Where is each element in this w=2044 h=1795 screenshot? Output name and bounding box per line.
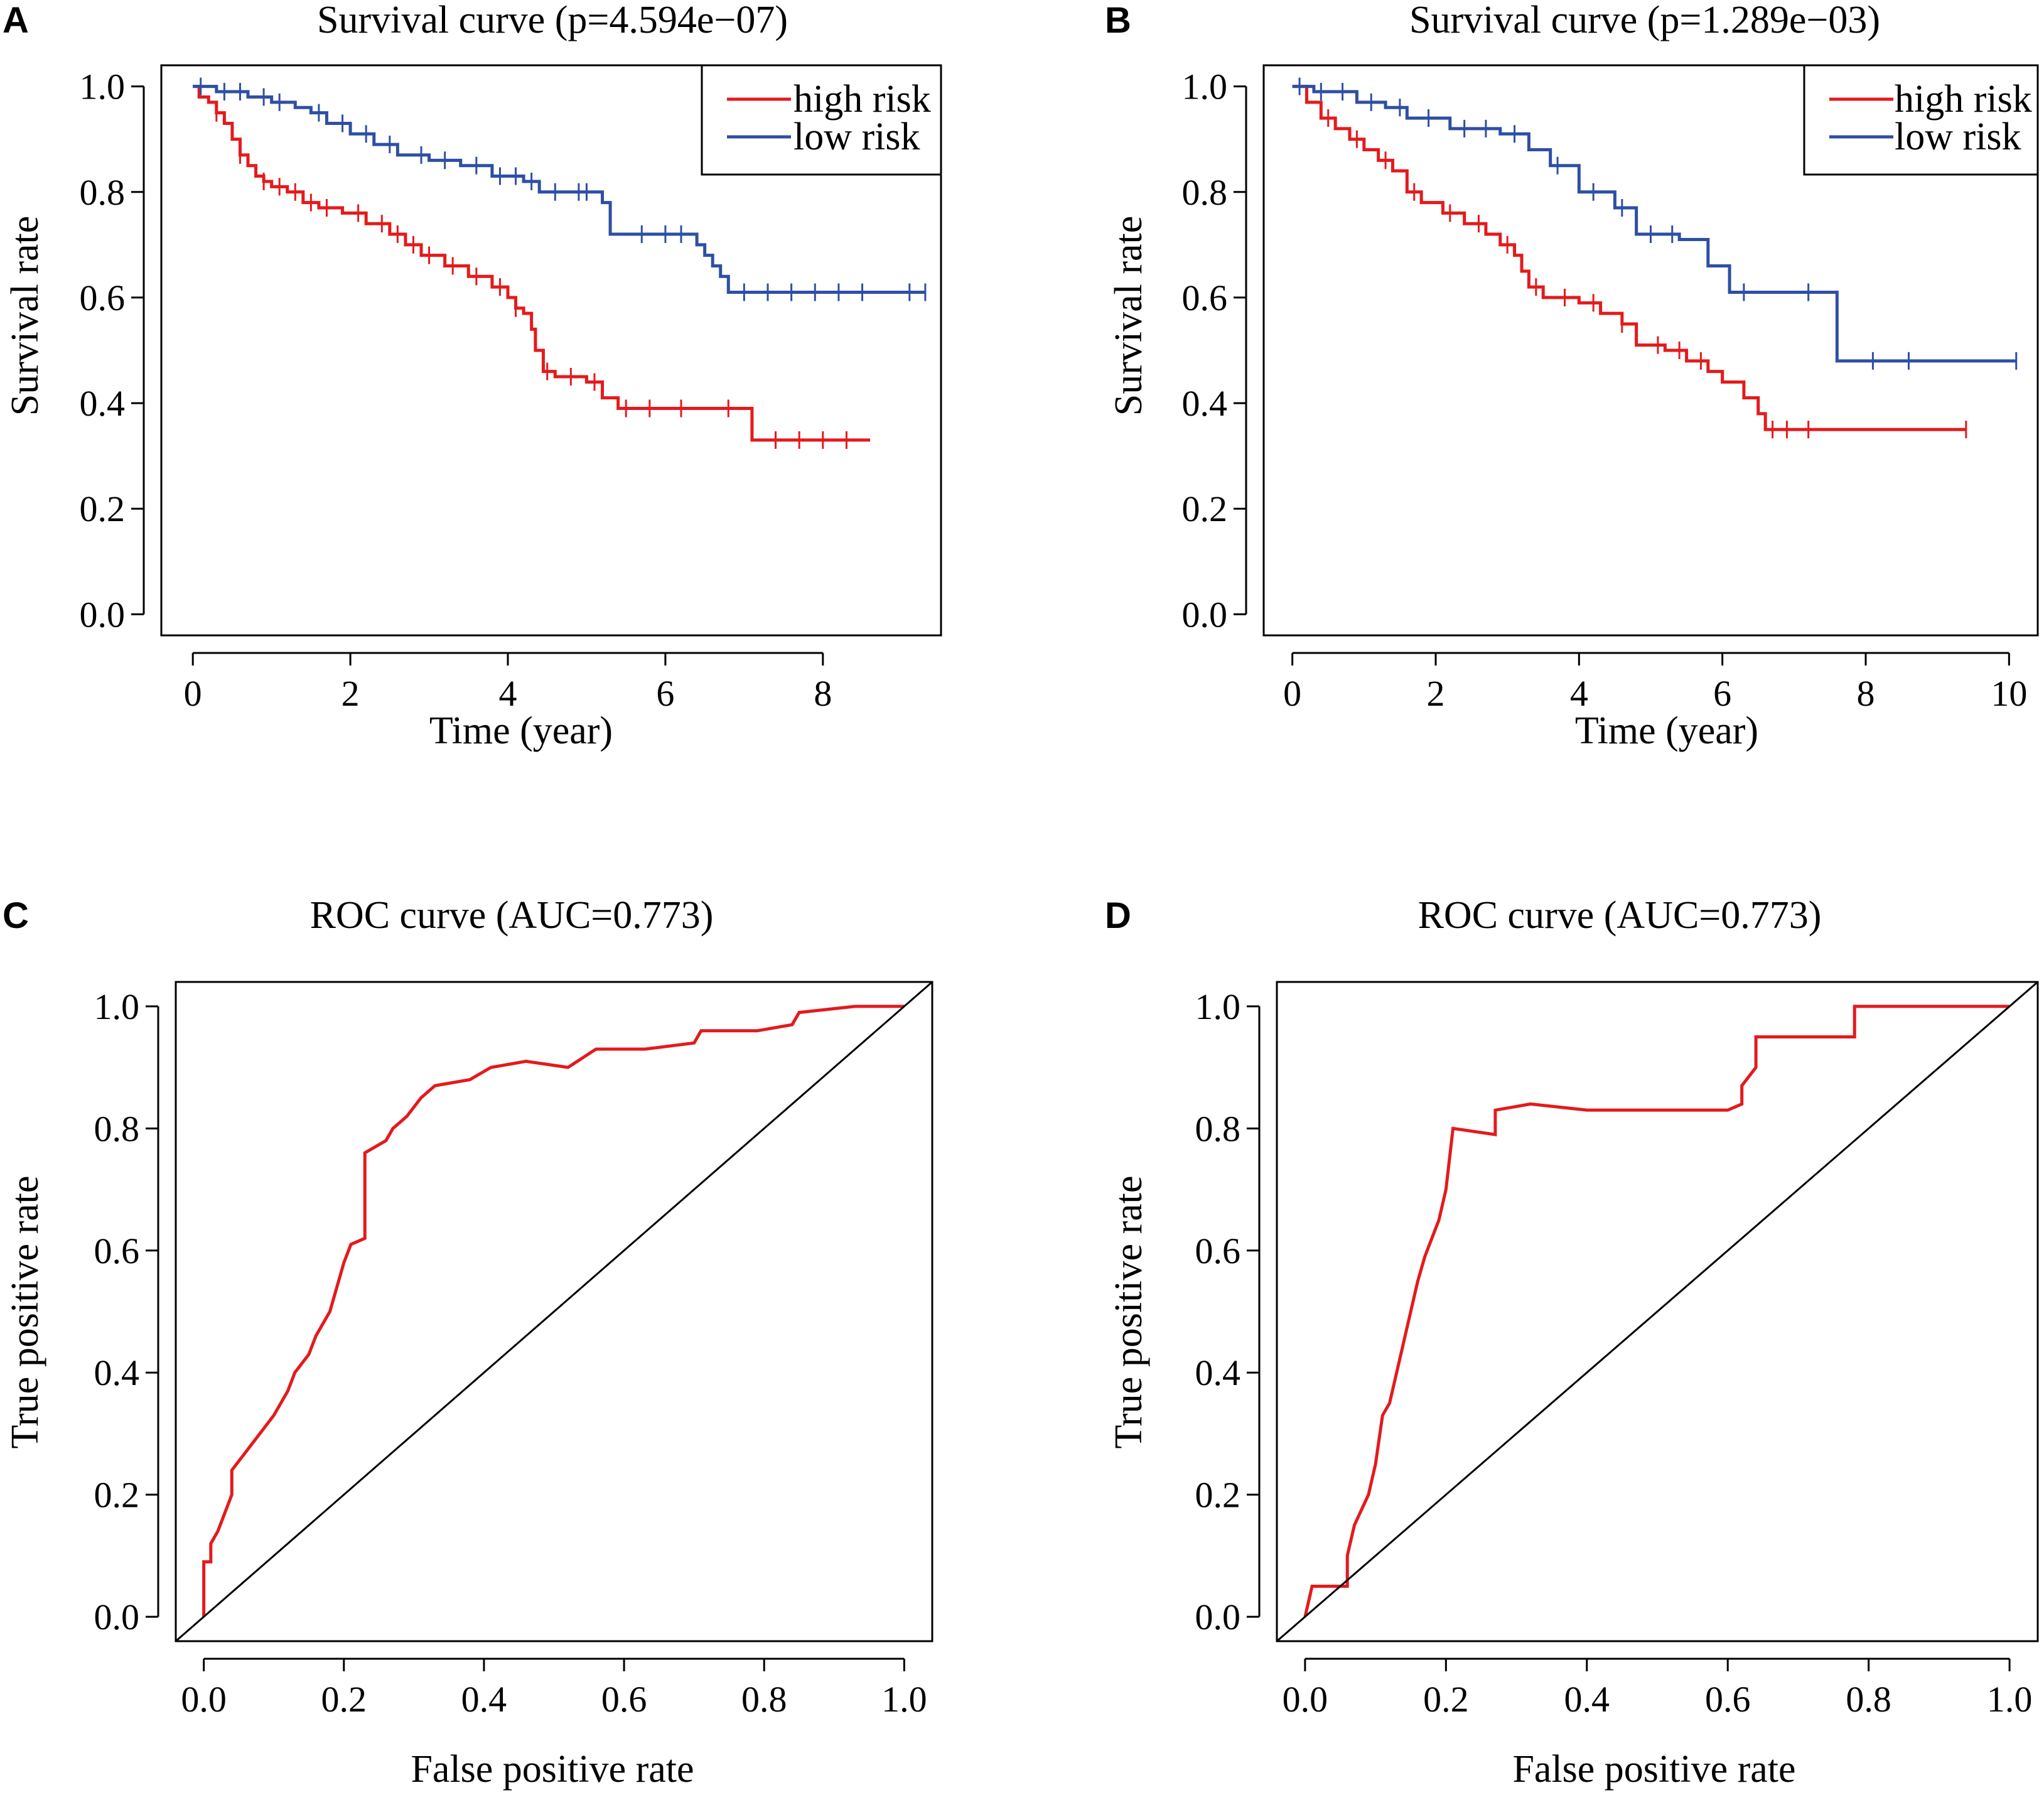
y-tick-label-d: 0.0 bbox=[1195, 1597, 1241, 1637]
x-tick-label-d: 0.4 bbox=[1564, 1679, 1610, 1720]
x-tick-label-d: 0.6 bbox=[1705, 1679, 1751, 1720]
x-tick-label-d: 0.2 bbox=[1423, 1679, 1469, 1720]
x-tick-label-b: 10 bbox=[1991, 673, 2027, 714]
panel-c: C ROC curve (AUC=0.773) 0.0 0.2 0.4 0.6 0.8 1… bbox=[3, 894, 933, 1791]
y-tick-label-b: 0.4 bbox=[1182, 383, 1228, 424]
legend-box-a bbox=[701, 64, 942, 176]
y-tick-label-c: 0.8 bbox=[94, 1108, 140, 1149]
title-d: ROC curve (AUC=0.773) bbox=[1418, 894, 1822, 937]
y-tick-label-a: 0.0 bbox=[80, 594, 126, 635]
panel-letter-c: C bbox=[3, 895, 29, 936]
y-tick-label-a: 0.8 bbox=[80, 172, 126, 213]
xlabel-b: Time (year) bbox=[1575, 709, 1758, 752]
y-tick-label-d: 1.0 bbox=[1195, 986, 1241, 1027]
legend-label-high-risk-b: high risk bbox=[1895, 78, 2032, 121]
plot-frame-b bbox=[1262, 64, 2039, 637]
panel-letter-b: B bbox=[1105, 0, 1131, 41]
x-tick-label-c: 0.4 bbox=[461, 1679, 507, 1720]
x-tick-label-b: 6 bbox=[1713, 673, 1731, 714]
y-tick-label-c: 1.0 bbox=[94, 986, 140, 1027]
y-tick-label-c: 0.6 bbox=[94, 1231, 140, 1271]
legend-label-low-risk-a: low risk bbox=[793, 116, 920, 158]
ylabel-d: True positive rate bbox=[1107, 1175, 1150, 1448]
plot-area-b bbox=[1292, 77, 2018, 439]
x-tick-label-c: 0.2 bbox=[321, 1679, 367, 1720]
panel-letter-a: A bbox=[3, 0, 29, 41]
diagonal-reference-line-d bbox=[1277, 982, 2038, 1641]
y-tick-label-d: 0.6 bbox=[1195, 1231, 1241, 1271]
legend-b: high risk low risk bbox=[1803, 64, 2039, 176]
y-tick-label-b: 1.0 bbox=[1182, 67, 1228, 107]
km-curve-high-risk-a bbox=[193, 85, 871, 442]
x-tick-label-a: 0 bbox=[184, 673, 202, 714]
legend-a: high risk low risk bbox=[701, 64, 942, 176]
y-tick-label-b: 0.8 bbox=[1182, 172, 1228, 213]
axes-d: 0.0 0.2 0.4 0.6 0.8 1.0 0.0 0.2 0.4 0.6 0.8 1.0 bbox=[1195, 986, 2033, 1720]
diagonal-reference-line-c bbox=[176, 982, 932, 1641]
plot-area-d bbox=[1277, 982, 2038, 1641]
plot-frame-d bbox=[1276, 981, 2039, 1642]
y-tick-label-d: 0.4 bbox=[1195, 1352, 1241, 1393]
x-tick-label-b: 4 bbox=[1570, 673, 1588, 714]
x-tick-label-d: 0.8 bbox=[1846, 1679, 1891, 1720]
y-tick-label-c: 0.4 bbox=[94, 1352, 140, 1393]
axes-c: 0.0 0.2 0.4 0.6 0.8 1.0 0.0 0.2 0.4 0.6 0.8 1.0 bbox=[94, 986, 927, 1720]
x-tick-label-a: 2 bbox=[342, 673, 360, 714]
ylabel-b: Survival rate bbox=[1107, 216, 1150, 416]
legend-label-high-risk-a: high risk bbox=[793, 78, 931, 121]
xlabel-c: False positive rate bbox=[411, 1748, 694, 1791]
y-tick-label-a: 0.4 bbox=[80, 383, 126, 424]
x-tick-label-c: 0.8 bbox=[741, 1679, 787, 1720]
km-curve-low-risk-b bbox=[1292, 85, 2016, 363]
x-tick-label-d: 0.0 bbox=[1283, 1679, 1328, 1720]
plot-area-c bbox=[176, 982, 932, 1641]
x-tick-label-c: 1.0 bbox=[881, 1679, 927, 1720]
y-tick-label-a: 0.2 bbox=[80, 488, 126, 529]
x-tick-label-b: 8 bbox=[1857, 673, 1875, 714]
xlabel-d: False positive rate bbox=[1512, 1748, 1795, 1791]
legend-label-low-risk-b: low risk bbox=[1895, 116, 2021, 158]
x-tick-label-b: 2 bbox=[1427, 673, 1445, 714]
legend-box-b bbox=[1803, 64, 2039, 176]
ylabel-c: True positive rate bbox=[4, 1175, 46, 1448]
km-curve-high-risk-b bbox=[1292, 85, 1966, 431]
y-tick-label-b: 0.0 bbox=[1182, 594, 1228, 635]
y-tick-label-a: 1.0 bbox=[80, 67, 126, 107]
panel-b: B Survival curve (p=1.289e−03) 0 2 4 6 8 10 0.… bbox=[1105, 0, 2039, 752]
y-tick-label-b: 0.2 bbox=[1182, 488, 1228, 529]
plot-frame-c bbox=[175, 981, 933, 1642]
xlabel-a: Time (year) bbox=[429, 709, 613, 752]
x-tick-label-a: 4 bbox=[499, 673, 517, 714]
y-tick-label-c: 0.0 bbox=[94, 1597, 140, 1637]
roc-curve-d bbox=[1303, 1005, 2010, 1617]
panel-letter-d: D bbox=[1105, 895, 1131, 936]
x-tick-label-a: 6 bbox=[656, 673, 674, 714]
y-tick-label-a: 0.6 bbox=[80, 278, 126, 318]
panel-a: A Survival curve (p=4.594e−07) 0 2 4 6 80.00… bbox=[3, 0, 942, 752]
x-tick-label-b: 0 bbox=[1283, 673, 1301, 714]
axes-a: 0 2 4 6 8 0.0 0.2 0.4 0.6 0.8 1.0 bbox=[80, 67, 832, 714]
x-tick-label-d: 1.0 bbox=[1987, 1679, 2033, 1720]
plot-area-a bbox=[193, 77, 927, 449]
y-tick-label-d: 0.8 bbox=[1195, 1108, 1241, 1149]
title-b: Survival curve (p=1.289e−03) bbox=[1409, 0, 1880, 41]
x-tick-label-c: 0.0 bbox=[181, 1679, 227, 1720]
x-tick-label-a: 8 bbox=[814, 673, 832, 714]
ylabel-a: Survival rate bbox=[4, 216, 46, 416]
km-curve-low-risk-a bbox=[193, 85, 925, 294]
x-tick-label-c: 0.6 bbox=[601, 1679, 647, 1720]
y-tick-label-d: 0.2 bbox=[1195, 1475, 1241, 1516]
y-tick-label-b: 0.6 bbox=[1182, 278, 1228, 318]
roc-curve-c bbox=[202, 1005, 905, 1617]
axes-b: 0 2 4 6 8 10 0.0 0.2 0.4 0.6 0.8 1.0 bbox=[1182, 67, 2028, 714]
y-tick-label-c: 0.2 bbox=[94, 1475, 140, 1516]
plot-frame-a bbox=[160, 64, 942, 637]
panel-d: D ROC curve (AUC=0.773) 0.0 0.2 0.4 0.6 0.8 1… bbox=[1105, 894, 2039, 1791]
title-c: ROC curve (AUC=0.773) bbox=[310, 894, 714, 937]
title-a: Survival curve (p=4.594e−07) bbox=[317, 0, 788, 41]
